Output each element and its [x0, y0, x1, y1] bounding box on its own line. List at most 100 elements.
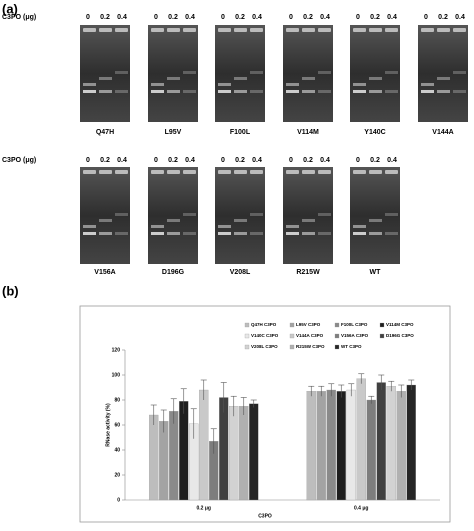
gel-band: [115, 71, 128, 74]
gel-band: [115, 232, 128, 235]
gel-band: [318, 90, 331, 93]
gel-band: [250, 213, 263, 216]
gel-well: [83, 170, 96, 174]
gel-band: [151, 90, 164, 93]
bar: [396, 391, 406, 501]
lane-label: 0.4: [387, 14, 397, 21]
gel-band: [437, 90, 450, 93]
gel-well: [99, 170, 112, 174]
gel-well: [453, 28, 466, 32]
gel-band: [421, 83, 434, 86]
chart-frame: [79, 305, 451, 523]
gel-well: [286, 170, 299, 174]
gel-band: [151, 83, 164, 86]
panel-label: (a): [2, 1, 18, 16]
lane-label: 0.2: [235, 14, 245, 21]
gel-band: [353, 225, 366, 228]
legend-swatch: [289, 322, 295, 328]
lane-label: 0.2: [235, 157, 245, 164]
legend-swatch: [289, 344, 295, 350]
lane-label: 0.4: [185, 14, 195, 21]
gel: [418, 25, 468, 122]
gel-well: [115, 170, 128, 174]
lane-label: 0.4: [252, 14, 262, 21]
gel-band: [302, 77, 315, 80]
gel-band: [99, 90, 112, 93]
x-axis-label: C3PO: [258, 513, 272, 519]
gel: [215, 167, 265, 264]
panel-label: (b): [2, 283, 19, 298]
y-axis-label: RNase activity (%): [105, 403, 111, 447]
bar: [306, 391, 316, 501]
gel-band: [167, 90, 180, 93]
gel: [350, 167, 400, 264]
gel-band: [83, 83, 96, 86]
gel-band: [83, 225, 96, 228]
gel-band: [453, 71, 466, 74]
legend-label: F100L C3PO: [341, 322, 368, 327]
bar: [326, 389, 336, 501]
legend-label: V208L C3PO: [251, 344, 278, 349]
gel-band: [115, 213, 128, 216]
lane-label: 0.2: [168, 14, 178, 21]
gel: [80, 167, 130, 264]
gel-band: [385, 232, 398, 235]
lane-label: 0.4: [455, 14, 465, 21]
gel-well: [302, 170, 315, 174]
gel-name: L95V: [165, 129, 182, 136]
gel-well: [115, 28, 128, 32]
gel-band: [353, 90, 366, 93]
gel-band: [99, 232, 112, 235]
bar: [219, 397, 229, 501]
gel-band: [234, 232, 247, 235]
gel-band: [115, 90, 128, 93]
y-tick-label: 100: [112, 372, 121, 378]
lane-label: 0: [86, 14, 90, 21]
gel-band: [250, 71, 263, 74]
lane-label: 0: [289, 14, 293, 21]
gel-band: [353, 232, 366, 235]
gel-name: V144A: [432, 129, 453, 136]
bar: [376, 382, 386, 501]
gel: [350, 25, 400, 122]
gel-band: [353, 83, 366, 86]
gel-well: [385, 28, 398, 32]
gel-band: [369, 219, 382, 222]
gel-band: [385, 71, 398, 74]
lane-label: 0.4: [320, 157, 330, 164]
lane-label: 0: [356, 157, 360, 164]
gel-well: [167, 170, 180, 174]
gel-well: [421, 28, 434, 32]
gel-well: [183, 170, 196, 174]
lane-label: 0.4: [320, 14, 330, 21]
bar: [316, 391, 326, 501]
legend-swatch: [334, 333, 340, 339]
bar: [159, 421, 169, 501]
gel-well: [234, 170, 247, 174]
gel-band: [302, 219, 315, 222]
gel-band: [151, 232, 164, 235]
legend-label: Q47H C3PO: [251, 322, 277, 327]
lane-label: 0.2: [370, 14, 380, 21]
legend-label: V140C C3PO: [251, 333, 279, 338]
bar: [239, 406, 249, 501]
lane-label: 0.4: [117, 157, 127, 164]
gel-band: [151, 225, 164, 228]
gel-band: [218, 225, 231, 228]
gel-band: [286, 225, 299, 228]
bar: [336, 391, 346, 501]
gel-band: [218, 90, 231, 93]
x-tick-label: 0.2 μg: [197, 505, 211, 511]
gel-band: [318, 213, 331, 216]
lane-label: 0.2: [303, 14, 313, 21]
gel-name: Q47H: [96, 129, 114, 136]
gel-band: [369, 232, 382, 235]
gel-well: [250, 170, 263, 174]
legend-label: V156A C3PO: [341, 333, 369, 338]
legend-swatch: [334, 322, 340, 328]
lane-label: 0: [221, 157, 225, 164]
gel-band: [234, 219, 247, 222]
gel-band: [385, 213, 398, 216]
gel-band: [167, 77, 180, 80]
